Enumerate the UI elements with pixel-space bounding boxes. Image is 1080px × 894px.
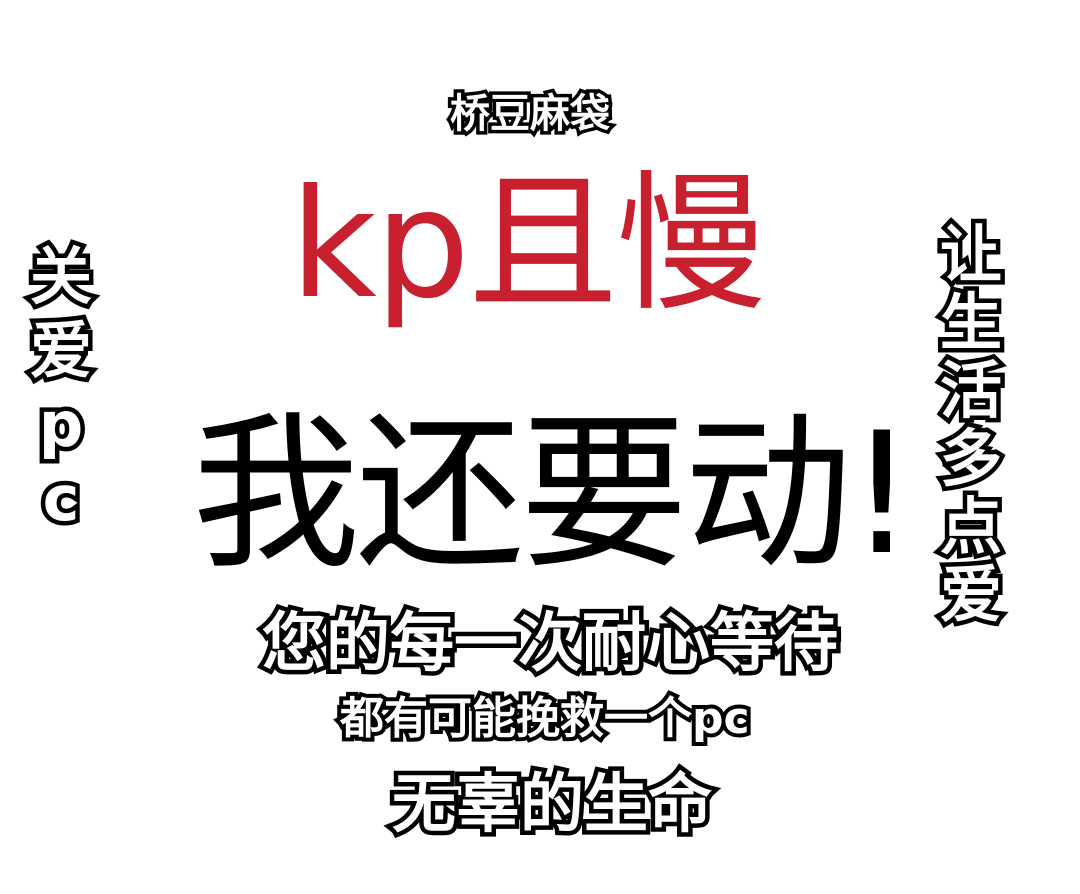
right-vertical-char: 多 [935, 422, 1006, 495]
right-vertical-char: 爱 [935, 558, 1006, 631]
right-vertical-char: 点 [935, 490, 1006, 563]
caption-line-2: 都有可能挽救一个pc [336, 693, 754, 745]
left-vertical-char: p [34, 388, 87, 461]
right-vertical-text: 让 生 活 多 点 爱 [935, 218, 1006, 631]
right-vertical-char: 让 [935, 218, 1006, 291]
left-vertical-char: 爱 [25, 314, 96, 387]
right-vertical-char: 生 [935, 286, 1006, 359]
left-vertical-char: 关 [25, 240, 96, 313]
right-vertical-char: 活 [935, 354, 1006, 427]
left-vertical-char: c [38, 462, 84, 535]
caption-line-1: 您的每一次耐心等待 [258, 607, 843, 681]
headline-black: 我还要动! [192, 396, 915, 592]
left-vertical-text: 关 爱 p c [25, 240, 96, 535]
top-caption: 桥豆麻袋 [447, 91, 614, 138]
caption-line-3: 无辜的生命 [388, 768, 717, 842]
headline-red: kp且慢 [290, 158, 766, 332]
